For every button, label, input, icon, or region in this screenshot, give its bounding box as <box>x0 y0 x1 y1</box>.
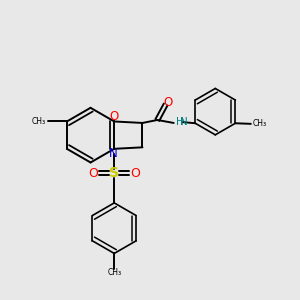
Text: CH₃: CH₃ <box>253 119 267 128</box>
Text: O: O <box>109 110 118 123</box>
Text: O: O <box>130 167 140 180</box>
Text: O: O <box>88 167 98 180</box>
Text: S: S <box>109 166 119 180</box>
Text: CH₃: CH₃ <box>107 268 121 277</box>
Text: O: O <box>164 96 173 109</box>
Text: N: N <box>180 117 188 127</box>
Text: N: N <box>109 147 118 161</box>
Text: H: H <box>176 117 184 127</box>
Text: CH₃: CH₃ <box>32 117 46 126</box>
